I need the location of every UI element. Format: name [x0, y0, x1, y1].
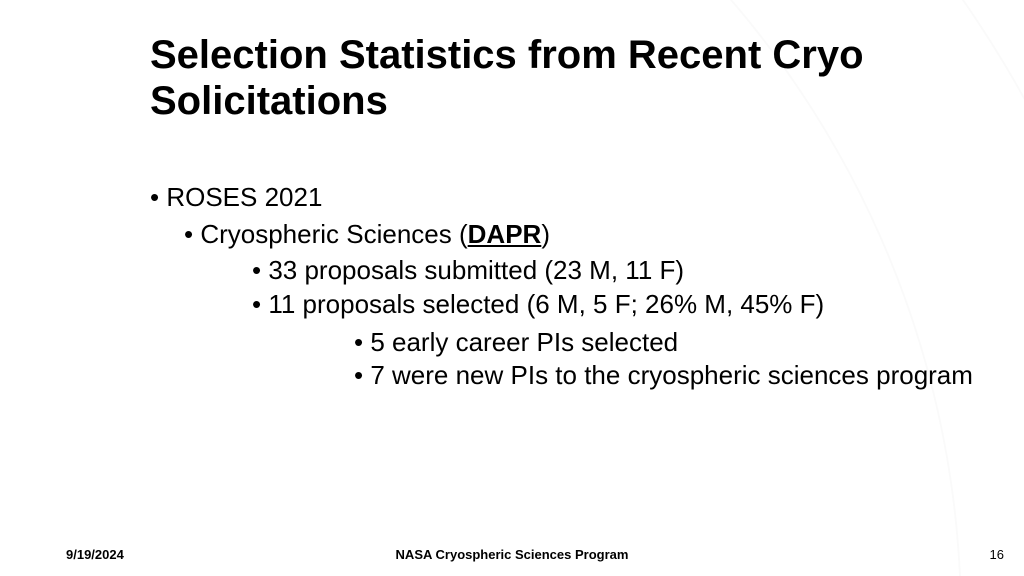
slide: Selection Statistics from Recent Cryo So… [0, 0, 1024, 576]
bullet-text-prefix: Cryospheric Sciences ( [200, 219, 467, 249]
bullet-text: 33 proposals submitted (23 M, 11 F) [268, 255, 684, 285]
bullet-list: ROSES 2021 Cryospheric Sciences (DAPR) 3… [150, 182, 990, 393]
slide-title: Selection Statistics from Recent Cryo So… [150, 32, 990, 124]
bullet-lvl1: ROSES 2021 Cryospheric Sciences (DAPR) 3… [150, 182, 990, 393]
bullet-lvl2: Cryospheric Sciences (DAPR) 33 proposals… [184, 219, 990, 393]
footer: 9/19/2024 NASA Cryospheric Sciences Prog… [0, 538, 1024, 562]
bullet-lvl3: 11 proposals selected (6 M, 5 F; 26% M, … [252, 288, 990, 393]
footer-program-name: NASA Cryospheric Sciences Program [0, 547, 1024, 562]
footer-page-number: 16 [990, 547, 1004, 562]
bullet-text-bold: DAPR [468, 219, 542, 249]
bullet-text: 7 were new PIs to the cryospheric scienc… [370, 360, 973, 390]
bullet-text-suffix: ) [541, 219, 550, 249]
bullet-text: 11 proposals selected (6 M, 5 F; 26% M, … [268, 289, 824, 319]
content-area: Selection Statistics from Recent Cryo So… [150, 32, 990, 393]
bullet-lvl4: 5 early career PIs selected [354, 326, 990, 360]
bullet-lvl3: 33 proposals submitted (23 M, 11 F) [252, 254, 990, 288]
bullet-text: ROSES 2021 [166, 182, 322, 212]
bullet-text: 5 early career PIs selected [370, 327, 678, 357]
bullet-lvl4: 7 were new PIs to the cryospheric scienc… [354, 359, 990, 393]
